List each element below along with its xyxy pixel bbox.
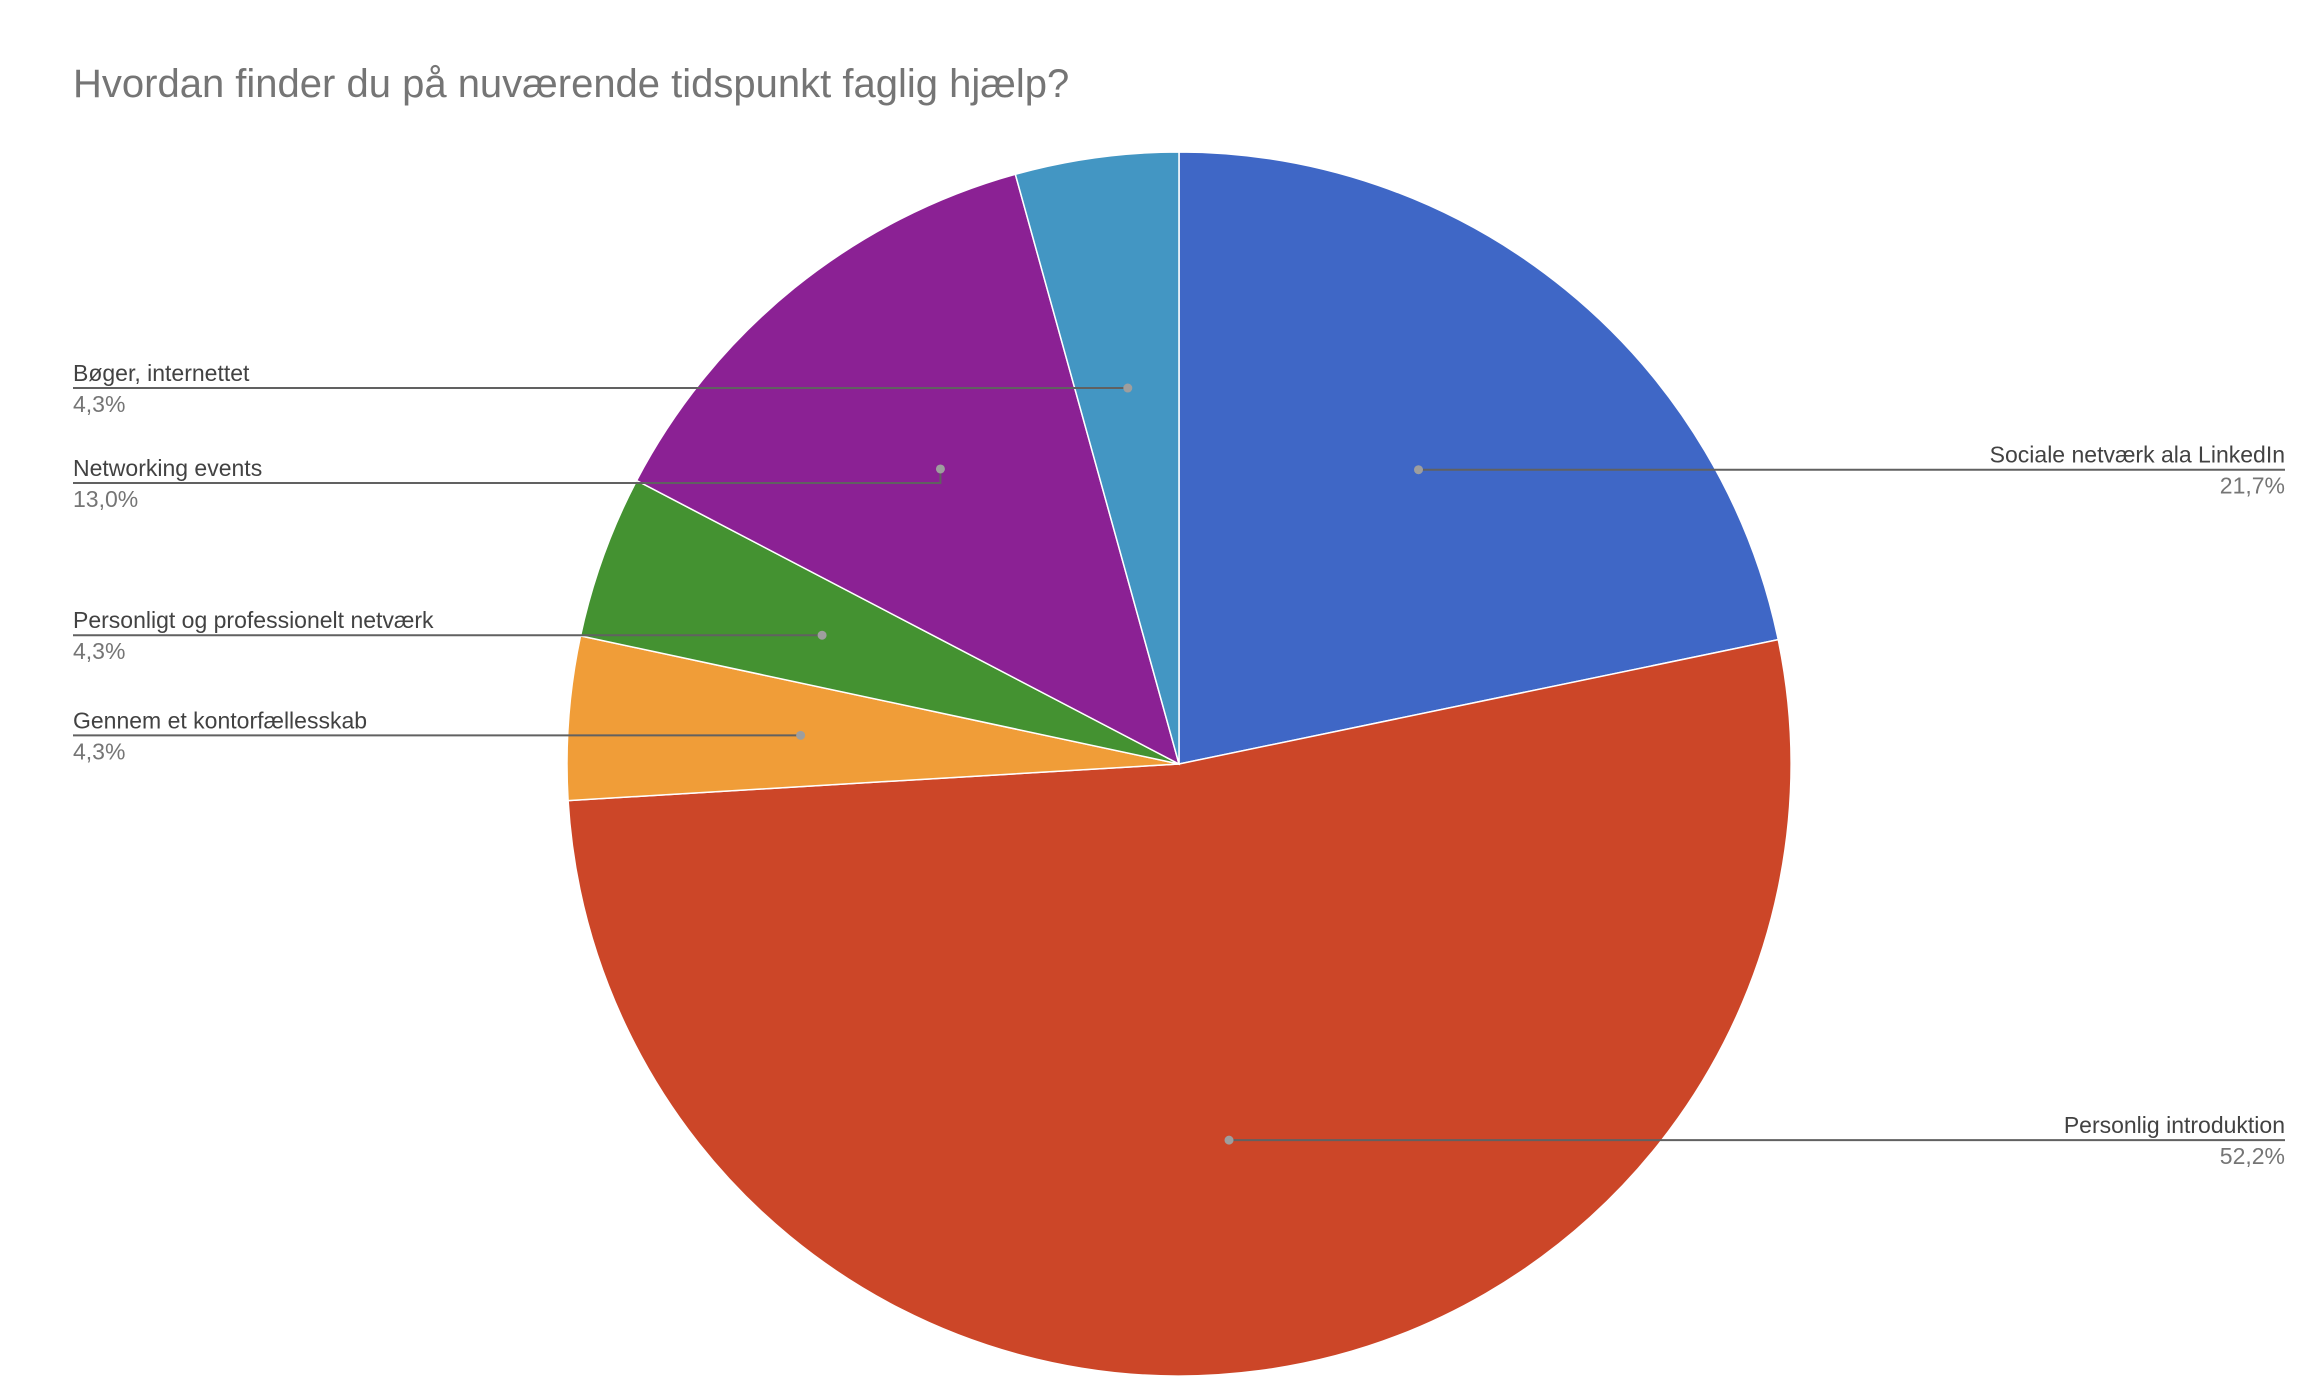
slice-label-gennem-et-kontorf-llesskab: Gennem et kontorfællesskab [73,707,367,733]
pie-slice-b-ger-internettet[interactable] [1014,151,1180,765]
slice-label-sociale-netv-rk-ala-linkedin: Sociale netværk ala LinkedIn [1990,442,2285,468]
leader-dot-gennem-et-kontorf-llesskab [796,730,806,740]
slice-value-gennem-et-kontorf-llesskab: 4,3% [73,738,125,764]
slice-value-networking-events: 13,0% [73,486,138,512]
slice-label-personlig-introduktion: Personlig introduktion [2064,1112,2285,1138]
leader-dot-networking-events [935,464,945,474]
leader-dot-personligt-og-professionelt-netv-rk [817,630,827,640]
slice-label-networking-events: Networking events [73,455,262,481]
pie-slice-networking-events[interactable] [635,173,1181,766]
pie-slice-gennem-et-kontorf-llesskab[interactable] [566,634,1180,802]
chart-title: Hvordan finder du på nuværende tidspunkt… [73,62,1069,106]
pie-slice-personlig-introduktion[interactable] [567,638,1792,1377]
slice-label-personligt-og-professionelt-netv-rk: Personligt og professionelt netværk [73,607,434,633]
leader-dot-b-ger-internettet [1123,383,1133,393]
slice-label-b-ger-internettet: Bøger, internettet [73,360,250,386]
pie-labels: Sociale netværk ala LinkedIn 21,7% Personl… [73,360,2285,1169]
slice-value-personligt-og-professionelt-netv-rk: 4,3% [73,638,125,664]
pie-slice-sociale-netv-rk-ala-linkedin[interactable] [1178,151,1780,765]
leader-dot-personlig-introduktion [1224,1135,1234,1145]
slice-value-sociale-netv-rk-ala-linkedin: 21,7% [2220,473,2285,499]
leader-line-networking-events [73,468,942,485]
pie-slices [566,151,1792,1377]
slice-value-personlig-introduktion: 52,2% [2220,1143,2285,1169]
leader-dot-sociale-netv-rk-ala-linkedin [1414,465,1424,475]
slice-value-b-ger-internettet: 4,3% [73,391,125,417]
